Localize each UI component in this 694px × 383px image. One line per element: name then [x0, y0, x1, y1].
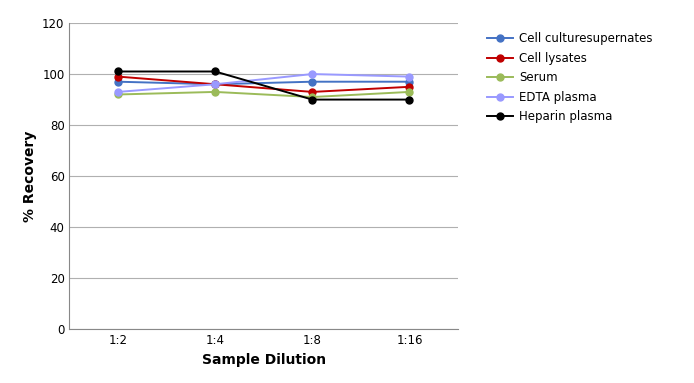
Cell lysates	[114, 74, 122, 79]
EDTA plasma	[211, 82, 219, 87]
Line: Serum: Serum	[115, 88, 413, 100]
Cell lysates	[405, 85, 414, 89]
Serum	[114, 92, 122, 97]
Cell culturesupernates	[405, 79, 414, 84]
Serum	[405, 90, 414, 94]
Line: Cell culturesupernates: Cell culturesupernates	[115, 78, 413, 88]
Line: Heparin plasma: Heparin plasma	[115, 68, 413, 103]
Heparin plasma	[114, 69, 122, 74]
Cell culturesupernates	[211, 82, 219, 87]
Line: EDTA plasma: EDTA plasma	[115, 70, 413, 95]
EDTA plasma	[405, 74, 414, 79]
Y-axis label: % Recovery: % Recovery	[23, 131, 37, 222]
Cell culturesupernates	[308, 79, 316, 84]
X-axis label: Sample Dilution: Sample Dilution	[202, 353, 325, 367]
Heparin plasma	[211, 69, 219, 74]
Cell culturesupernates	[114, 79, 122, 84]
Heparin plasma	[405, 97, 414, 102]
Cell lysates	[211, 82, 219, 87]
Heparin plasma	[308, 97, 316, 102]
EDTA plasma	[114, 90, 122, 94]
Legend: Cell culturesupernates, Cell lysates, Serum, EDTA plasma, Heparin plasma: Cell culturesupernates, Cell lysates, Se…	[484, 29, 656, 127]
Cell lysates	[308, 90, 316, 94]
Serum	[211, 90, 219, 94]
EDTA plasma	[308, 72, 316, 76]
Serum	[308, 95, 316, 99]
Line: Cell lysates: Cell lysates	[115, 73, 413, 95]
